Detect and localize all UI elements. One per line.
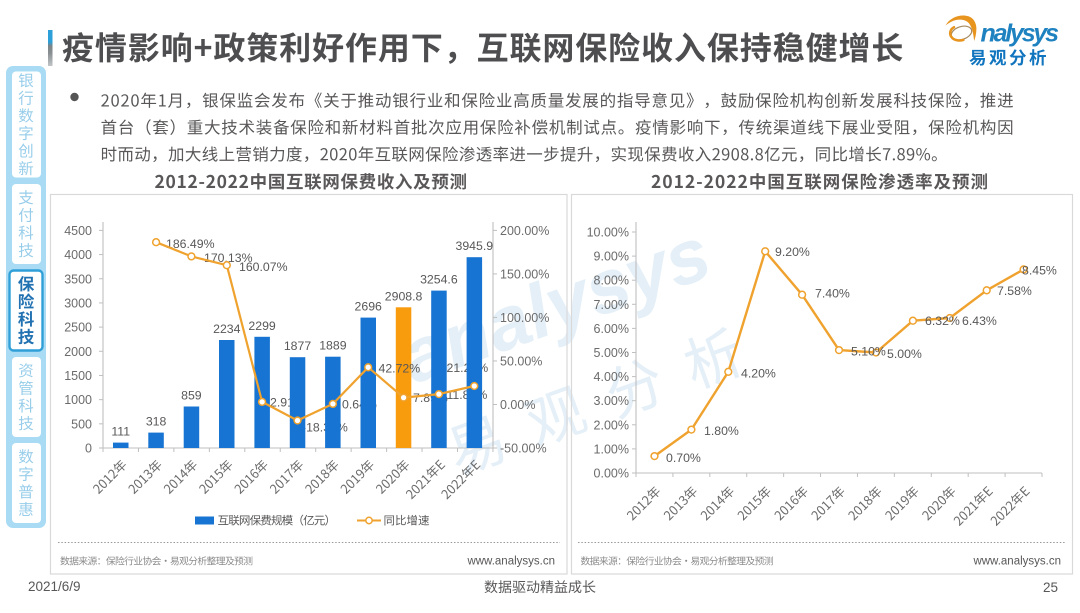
svg-text:150.00%: 150.00% [500,267,549,281]
svg-text:2.00%: 2.00% [594,418,629,432]
svg-text:6.43%: 6.43% [962,314,997,328]
svg-text:4000: 4000 [64,248,92,262]
svg-text:7.58%: 7.58% [997,284,1032,298]
svg-text:1889: 1889 [319,339,347,353]
svg-text:6.32%: 6.32% [925,314,960,328]
svg-text:2500: 2500 [64,321,92,335]
svg-text:7.40%: 7.40% [815,287,850,301]
svg-text:5.00%: 5.00% [887,347,922,361]
svg-text:3254.6: 3254.6 [420,273,458,287]
svg-text:1.80%: 1.80% [704,424,739,438]
svg-text:50.00%: 50.00% [500,355,542,369]
svg-text:4.20%: 4.20% [741,367,776,381]
svg-text:42.72%: 42.72% [379,362,421,376]
svg-text:www.analysys.cn: www.analysys.cn [972,556,1061,568]
svg-text:9.00%: 9.00% [594,250,629,264]
svg-text:2696: 2696 [355,300,383,314]
svg-text:0.00%: 0.00% [500,398,535,412]
svg-text:www.analysys.cn: www.analysys.cn [466,556,555,568]
svg-text:3.00%: 3.00% [594,394,629,408]
svg-text:1877: 1877 [284,339,312,353]
svg-text:2908.8: 2908.8 [385,289,423,303]
svg-text:1000: 1000 [64,393,92,407]
svg-text:8.00%: 8.00% [594,274,629,288]
svg-text:6.00%: 6.00% [594,322,629,336]
svg-text:0.70%: 0.70% [666,451,701,465]
svg-text:-50.00%: -50.00% [500,442,547,456]
svg-text:2299: 2299 [248,319,276,333]
svg-text:0: 0 [85,442,92,456]
svg-text:186.49%: 186.49% [166,237,215,251]
svg-text:0.00%: 0.00% [594,467,629,481]
svg-text:1500: 1500 [64,369,92,383]
svg-text:8.45%: 8.45% [1022,264,1057,278]
svg-text:500: 500 [71,417,92,431]
svg-text:5.00%: 5.00% [594,346,629,360]
svg-text:4500: 4500 [64,224,92,238]
svg-text:160.07%: 160.07% [239,260,288,274]
svg-text:9.20%: 9.20% [775,245,810,259]
svg-text:3945.9: 3945.9 [455,239,493,253]
svg-text:100.00%: 100.00% [500,311,549,325]
svg-text:3500: 3500 [64,272,92,286]
svg-text:7.00%: 7.00% [594,298,629,312]
svg-text:1.00%: 1.00% [594,442,629,456]
svg-text:10.00%: 10.00% [587,226,629,240]
svg-text:2000: 2000 [64,345,92,359]
svg-text:2234: 2234 [213,322,241,336]
svg-text:318: 318 [146,415,167,429]
svg-text:3000: 3000 [64,296,92,310]
svg-text:111: 111 [111,425,130,439]
svg-text:859: 859 [181,389,202,403]
svg-text:25: 25 [1043,580,1058,595]
svg-text:nalysys: nalysys [981,20,1060,48]
svg-text:-18.36%: -18.36% [302,421,348,435]
svg-text:200.00%: 200.00% [500,224,549,238]
svg-text:2021/6/9: 2021/6/9 [28,579,81,594]
svg-text:5.10%: 5.10% [851,345,886,359]
svg-text:4.00%: 4.00% [594,370,629,384]
